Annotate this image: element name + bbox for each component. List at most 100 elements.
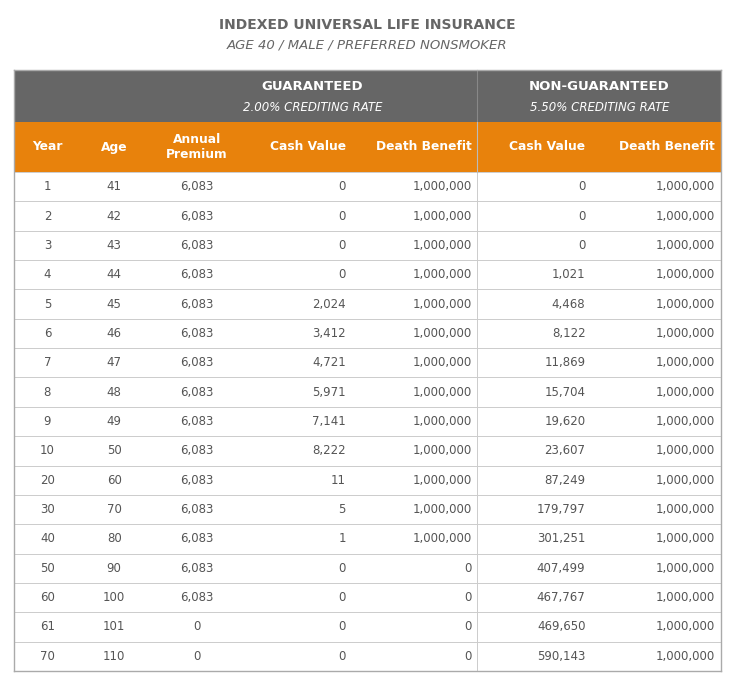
Text: 30: 30 <box>40 503 55 516</box>
Text: 61: 61 <box>40 620 55 633</box>
Bar <box>14 348 721 377</box>
Text: 6,083: 6,083 <box>180 474 213 487</box>
Text: 6,083: 6,083 <box>180 180 213 193</box>
Text: 467,767: 467,767 <box>537 591 585 604</box>
Text: 6,083: 6,083 <box>180 533 213 545</box>
Text: 60: 60 <box>107 474 121 487</box>
Text: 50: 50 <box>107 444 121 458</box>
Text: 101: 101 <box>103 620 126 633</box>
Text: 7,141: 7,141 <box>312 415 345 428</box>
Text: 1,000,000: 1,000,000 <box>656 533 715 545</box>
Text: 1,000,000: 1,000,000 <box>656 385 715 399</box>
Text: INDEXED UNIVERSAL LIFE INSURANCE: INDEXED UNIVERSAL LIFE INSURANCE <box>219 18 516 32</box>
Text: 9: 9 <box>43 415 51 428</box>
Text: 40: 40 <box>40 533 55 545</box>
Text: 0: 0 <box>578 180 585 193</box>
Bar <box>14 466 721 495</box>
Text: 1,000,000: 1,000,000 <box>656 591 715 604</box>
Text: 5: 5 <box>338 503 345 516</box>
Bar <box>14 231 721 260</box>
Text: 23,607: 23,607 <box>545 444 585 458</box>
Text: 6,083: 6,083 <box>180 209 213 223</box>
Text: 0: 0 <box>338 239 345 252</box>
Text: 42: 42 <box>107 209 122 223</box>
Text: 1,000,000: 1,000,000 <box>412 298 471 310</box>
Text: 44: 44 <box>107 268 122 281</box>
Text: Annual
Premium: Annual Premium <box>166 133 227 161</box>
Bar <box>14 554 721 583</box>
Text: 1,000,000: 1,000,000 <box>656 562 715 575</box>
Text: 2.00% CREDITING RATE: 2.00% CREDITING RATE <box>243 101 382 114</box>
Bar <box>14 122 721 172</box>
Text: 1,000,000: 1,000,000 <box>656 444 715 458</box>
Text: 0: 0 <box>338 562 345 575</box>
Text: 6,083: 6,083 <box>180 591 213 604</box>
Text: 6,083: 6,083 <box>180 415 213 428</box>
Bar <box>14 583 721 612</box>
Bar <box>14 260 721 290</box>
Text: 1,000,000: 1,000,000 <box>412 385 471 399</box>
Text: 5,971: 5,971 <box>312 385 345 399</box>
Text: 11: 11 <box>331 474 345 487</box>
Text: 10: 10 <box>40 444 55 458</box>
Text: 469,650: 469,650 <box>537 620 585 633</box>
Text: 1,000,000: 1,000,000 <box>656 650 715 663</box>
Text: 5: 5 <box>43 298 51 310</box>
Text: 41: 41 <box>107 180 122 193</box>
Text: 1,000,000: 1,000,000 <box>656 415 715 428</box>
Text: 1,000,000: 1,000,000 <box>412 503 471 516</box>
Text: 1,000,000: 1,000,000 <box>656 356 715 369</box>
Text: 11,869: 11,869 <box>544 356 585 369</box>
Text: 0: 0 <box>338 591 345 604</box>
Text: 47: 47 <box>107 356 122 369</box>
Text: 0: 0 <box>578 239 585 252</box>
Text: 7: 7 <box>43 356 51 369</box>
Text: 1,000,000: 1,000,000 <box>412 327 471 340</box>
Text: 301,251: 301,251 <box>537 533 585 545</box>
Text: 48: 48 <box>107 385 121 399</box>
Bar <box>14 436 721 466</box>
Text: 6,083: 6,083 <box>180 562 213 575</box>
Text: 0: 0 <box>193 620 201 633</box>
Text: 70: 70 <box>107 503 121 516</box>
Text: 1,000,000: 1,000,000 <box>412 474 471 487</box>
Text: 5.50% CREDITING RATE: 5.50% CREDITING RATE <box>529 101 669 114</box>
Text: 8,122: 8,122 <box>552 327 585 340</box>
Text: Death Benefit: Death Benefit <box>620 140 715 153</box>
Text: 590,143: 590,143 <box>537 650 585 663</box>
Text: 1,000,000: 1,000,000 <box>412 268 471 281</box>
Text: NON-GUARANTEED: NON-GUARANTEED <box>529 80 670 93</box>
Text: 2: 2 <box>43 209 51 223</box>
Bar <box>14 407 721 436</box>
Text: Death Benefit: Death Benefit <box>376 140 471 153</box>
Text: 20: 20 <box>40 474 55 487</box>
Text: 1,000,000: 1,000,000 <box>412 533 471 545</box>
Text: 80: 80 <box>107 533 121 545</box>
Text: 1,000,000: 1,000,000 <box>412 356 471 369</box>
Text: 1,000,000: 1,000,000 <box>412 415 471 428</box>
Text: 8: 8 <box>43 385 51 399</box>
Text: 100: 100 <box>103 591 125 604</box>
Text: 0: 0 <box>464 620 471 633</box>
Text: 90: 90 <box>107 562 121 575</box>
Text: 179,797: 179,797 <box>537 503 585 516</box>
Text: 1,000,000: 1,000,000 <box>412 180 471 193</box>
Text: 4,468: 4,468 <box>552 298 585 310</box>
Text: 1,000,000: 1,000,000 <box>656 239 715 252</box>
Text: 0: 0 <box>338 620 345 633</box>
Text: 1,000,000: 1,000,000 <box>656 503 715 516</box>
Bar <box>14 70 721 122</box>
Text: 87,249: 87,249 <box>544 474 585 487</box>
Text: 0: 0 <box>193 650 201 663</box>
Text: 6,083: 6,083 <box>180 327 213 340</box>
Text: 0: 0 <box>578 209 585 223</box>
Text: 6,083: 6,083 <box>180 503 213 516</box>
Text: 4,721: 4,721 <box>312 356 345 369</box>
Text: 0: 0 <box>338 209 345 223</box>
Text: Cash Value: Cash Value <box>270 140 345 153</box>
Text: 6,083: 6,083 <box>180 298 213 310</box>
Bar <box>14 642 721 671</box>
Text: 0: 0 <box>338 650 345 663</box>
Text: 407,499: 407,499 <box>537 562 585 575</box>
Text: Year: Year <box>32 140 62 153</box>
